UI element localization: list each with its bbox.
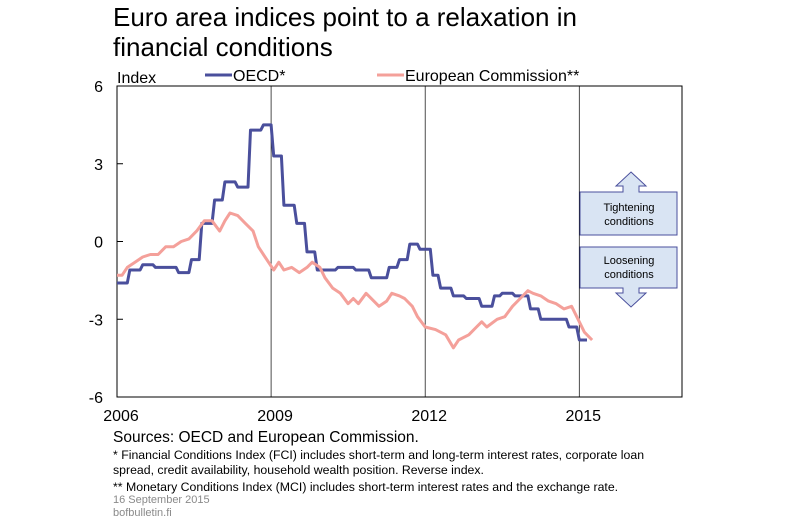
y-tick-label: 6 — [94, 79, 103, 96]
loosening-arrow: Loosening conditions — [579, 246, 678, 308]
x-tick-label: 2012 — [411, 408, 447, 425]
chart: 6 3 0 -3 -6 2006 2009 2012 2015 Index OECD* Eur… — [89, 68, 683, 425]
x-axis: 2006 2009 2012 2015 — [103, 408, 601, 425]
title-line-1: Euro area indices point to a relaxation … — [113, 2, 577, 32]
y-axis-label: Index — [117, 70, 156, 87]
grid — [270, 86, 580, 397]
y-tick-label: -3 — [89, 312, 103, 329]
footnote-mci: ** Monetary Conditions Index (MCI) inclu… — [113, 480, 619, 494]
x-tick-label: 2015 — [565, 408, 601, 425]
y-axis: 6 3 0 -3 -6 — [89, 79, 123, 407]
y-tick-label: -6 — [89, 390, 103, 407]
x-tick-label: 2009 — [257, 408, 293, 425]
up-arrow-shape — [579, 171, 678, 236]
series-line-european-commission — [117, 211, 594, 350]
legend-label-oecd: OECD* — [233, 68, 285, 85]
down-arrow-label-1: Loosening — [604, 255, 655, 267]
y-tick-label: 3 — [94, 157, 103, 174]
publish-date: 16 September 2015 — [113, 494, 210, 506]
legend-label-ec: European Commission** — [405, 68, 579, 85]
down-arrow-shape — [579, 246, 678, 308]
sources: Sources: OECD and European Commission. — [113, 429, 419, 446]
legend: OECD* European Commission** — [205, 68, 579, 85]
site-name: bofbulletin.fi — [113, 507, 172, 519]
x-tick-label: 2006 — [103, 408, 139, 425]
title-line-2: financial conditions — [113, 32, 333, 62]
y-tick-label: 0 — [94, 235, 103, 252]
chart-title: Euro area indices point to a relaxation … — [113, 2, 713, 62]
footnote-fci: * Financial Conditions Index (FCI) inclu… — [113, 448, 645, 477]
up-arrow-label-1: Tightening — [604, 202, 655, 214]
series-group — [117, 123, 594, 350]
tightening-arrow: Tightening conditions — [579, 171, 678, 236]
up-arrow-label-2: conditions — [604, 216, 654, 228]
down-arrow-label-2: conditions — [604, 269, 654, 281]
series-line-oecd — [117, 123, 587, 342]
